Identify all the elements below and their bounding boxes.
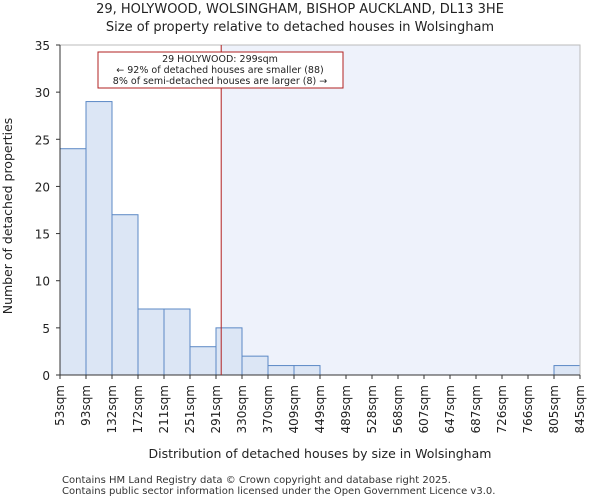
y-axis-label: Number of detached properties	[0, 118, 15, 315]
y-tick-label: 20	[35, 180, 50, 194]
x-tick-label: 409sqm	[287, 385, 301, 433]
x-tick-label: 211sqm	[157, 385, 171, 433]
x-tick-label: 449sqm	[313, 385, 327, 433]
bar-211sqm	[163, 308, 191, 376]
chart-subtitle: Size of property relative to detached ho…	[106, 20, 494, 35]
chart-title: 29, HOLYWOOD, WOLSINGHAM, BISHOP AUCKLAN…	[96, 2, 504, 17]
bar-291sqm	[215, 327, 243, 376]
x-tick-label: 291sqm	[209, 385, 223, 433]
footer-line-1: Contains HM Land Registry data © Crown c…	[62, 475, 451, 486]
bar-172sqm	[137, 308, 165, 376]
annotation-line-3: 8% of semi-detached houses are larger (8…	[113, 76, 327, 87]
annotation-border	[97, 51, 344, 89]
plot-area	[59, 44, 581, 376]
x-tick-label: 370sqm	[261, 385, 275, 433]
x-tick-label: 568sqm	[391, 385, 405, 433]
x-tick-label: 647sqm	[443, 385, 457, 433]
x-tick-labels: 53sqm 93sqm 132sqm 172sqm 211sqm 251sqm 291sqm…	[53, 375, 587, 433]
x-tick-label: 132sqm	[105, 385, 119, 433]
annotation-line-2: ← 92% of detached houses are smaller (88…	[116, 65, 323, 76]
y-tick-label: 35	[35, 39, 50, 53]
footer-line-2: Contains public sector information licen…	[62, 486, 495, 497]
bar-805sqm	[553, 365, 581, 376]
x-tick-label: 766sqm	[521, 385, 535, 433]
x-tick-label: 726sqm	[495, 385, 509, 433]
x-tick-label: 172sqm	[131, 385, 145, 433]
bar-93sqm	[85, 101, 113, 376]
annotation-line-1: 29 HOLYWOOD: 299sqm	[162, 54, 278, 65]
x-axis-label: Distribution of detached houses by size …	[149, 446, 492, 461]
bar-132sqm	[111, 214, 139, 376]
bar-330sqm	[241, 355, 269, 376]
x-tick-label: 805sqm	[547, 385, 561, 433]
x-tick-label: 93sqm	[79, 385, 93, 426]
y-tick-label: 30	[35, 86, 50, 100]
bars	[59, 101, 581, 376]
larger-than-property-region	[221, 45, 580, 375]
x-tick-label: 528sqm	[365, 385, 379, 433]
y-tick-label: 15	[35, 228, 50, 242]
x-tick-label: 53sqm	[53, 385, 67, 426]
bar-251sqm	[189, 346, 217, 376]
bar-409sqm	[293, 365, 321, 376]
x-tick-label: 251sqm	[183, 385, 197, 433]
y-tick-label: 10	[35, 275, 50, 289]
x-tick-label: 607sqm	[417, 385, 431, 433]
y-tick-label: 25	[35, 133, 50, 147]
y-tick-label: 0	[42, 369, 50, 383]
annotation-box: 29 HOLYWOOD: 299sqm ← 92% of detached ho…	[97, 51, 344, 89]
x-tick-label: 489sqm	[339, 385, 353, 433]
x-tick-label: 330sqm	[235, 385, 249, 433]
x-tick-label: 845sqm	[573, 385, 587, 433]
bar-53sqm	[59, 148, 87, 376]
bar-370sqm	[267, 365, 295, 376]
y-tick-label: 5	[42, 322, 50, 336]
y-tick-labels: 0 5 10 15 20 25 30 35	[35, 39, 60, 383]
x-tick-label: 687sqm	[469, 385, 483, 433]
